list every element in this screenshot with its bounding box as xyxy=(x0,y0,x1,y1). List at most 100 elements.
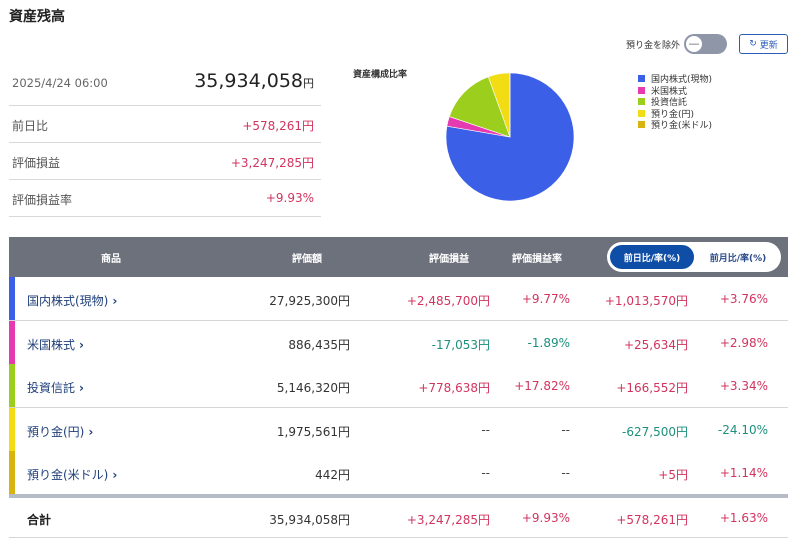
chevron-right-icon: › xyxy=(88,424,94,439)
summary-total-value: 35,934,058円 xyxy=(194,70,314,92)
cell-gain: +778,638円 xyxy=(418,381,490,395)
total-divider xyxy=(9,494,788,498)
cell-change: +166,552円 xyxy=(616,381,688,395)
cell-change: -627,500円 xyxy=(622,424,688,439)
tab-monthly-change[interactable]: 前月比/率(%) xyxy=(709,253,767,264)
cell-valuation: 1,975,561円 xyxy=(276,424,350,439)
chevron-right-icon: › xyxy=(112,468,118,482)
category-color-bar xyxy=(9,320,15,364)
total-gain: +3,247,285円 xyxy=(406,513,490,527)
summary-value: +9.93% xyxy=(265,191,314,205)
cell-gain: -17,053円 xyxy=(431,337,490,352)
total-change-rate: +1.63% xyxy=(719,511,768,525)
summary-row-daily-change: 前日比 +578,261円 xyxy=(9,106,321,143)
change-period-segmented-control: 前日比/率(%) 前月比/率(%) xyxy=(607,242,781,272)
chart-title: 資産構成比率 xyxy=(353,70,408,80)
legend-item: 預り金(米ドル) xyxy=(638,119,712,131)
product-name: 米国株式 xyxy=(27,337,76,352)
legend-label: 預り金(円) xyxy=(651,109,695,120)
cell-change: +1,013,570円 xyxy=(604,294,688,308)
chevron-right-icon: › xyxy=(112,294,118,308)
legend-label: 投資信託 xyxy=(651,98,688,109)
chevron-right-icon: › xyxy=(79,337,84,352)
product-link[interactable]: 預り金(円) › xyxy=(27,423,93,440)
page-title: 資産残高 xyxy=(9,9,65,25)
product-name: 投資信託 xyxy=(27,381,76,395)
legend-item: 米国株式 xyxy=(638,85,712,97)
category-color-bar xyxy=(9,277,15,320)
chart-legend: 国内株式(現物) 米国株式 投資信託 預り金(円) 預り金(米ドル) xyxy=(638,73,712,131)
total-label: 合計 xyxy=(27,513,52,527)
header-product: 商品 xyxy=(101,254,121,265)
cell-gain-rate: -- xyxy=(561,466,570,480)
total-row: 合計 35,934,058円 +3,247,285円 +9.93% +578,2… xyxy=(9,498,788,538)
product-name: 預り金(円) xyxy=(27,424,85,439)
category-color-bar xyxy=(9,364,15,407)
product-name: 国内株式(現物) xyxy=(27,294,109,308)
summary-datetime: 2025/4/24 06:00 xyxy=(12,76,108,90)
summary-panel: 2025/4/24 06:00 35,934,058円 前日比 +578,261… xyxy=(9,63,321,217)
legend-swatch xyxy=(638,121,645,129)
exclude-deposit-label: 預り金を除外 xyxy=(626,41,681,51)
product-link[interactable]: 預り金(米ドル) › xyxy=(27,466,117,483)
cell-gain: -- xyxy=(481,422,490,437)
table-row: 国内株式(現物) › 27,925,300円 +2,485,700円 +9.77% +1,… xyxy=(9,277,788,321)
legend-label: 米国株式 xyxy=(651,86,688,97)
total-unit: 円 xyxy=(303,77,314,90)
cell-gain: +2,485,700円 xyxy=(406,294,490,308)
tab-daily-change[interactable]: 前日比/率(%) xyxy=(610,245,694,269)
product-link[interactable]: 投資信託 › xyxy=(27,379,84,396)
cell-change: +25,634円 xyxy=(623,337,688,352)
cell-valuation: 27,925,300円 xyxy=(269,294,350,308)
total-change: +578,261円 xyxy=(616,513,688,527)
product-link[interactable]: 米国株式 › xyxy=(27,336,84,353)
category-color-bar xyxy=(9,407,15,451)
cell-change-rate: +3.34% xyxy=(719,379,768,393)
product-link[interactable]: 国内株式(現物) › xyxy=(27,292,117,309)
legend-label: 預り金(米ドル) xyxy=(651,121,713,132)
refresh-icon: ↻ xyxy=(749,39,757,49)
header-valuation: 評価額 xyxy=(292,254,322,265)
table-row: 預り金(米ドル) › 442円 -- -- +5円 +1.14% xyxy=(9,451,788,495)
cell-change-rate: -24.10% xyxy=(717,422,768,437)
chevron-right-icon: › xyxy=(79,381,84,395)
summary-label: 評価損益率 xyxy=(12,193,73,207)
legend-swatch xyxy=(638,109,645,117)
category-color-bar xyxy=(9,451,15,494)
product-name: 預り金(米ドル) xyxy=(27,468,109,482)
exclude-deposit-toggle[interactable]: — xyxy=(684,34,727,54)
total-amount: 35,934,058 xyxy=(194,70,303,92)
total-valuation: 35,934,058円 xyxy=(269,513,350,527)
header-gain: 評価損益 xyxy=(429,254,469,265)
legend-item: 投資信託 xyxy=(638,96,712,108)
cell-gain-rate: -1.89% xyxy=(527,335,570,350)
legend-item: 国内株式(現物) xyxy=(638,73,712,85)
table-header: 商品 評価額 評価損益 評価損益率 前日比/率(%) 前月比/率(%) xyxy=(9,237,788,277)
header-gain-rate: 評価損益率 xyxy=(512,254,562,265)
summary-value: +578,261円 xyxy=(242,119,314,133)
legend-item: 預り金(円) xyxy=(638,108,712,120)
legend-label: 国内株式(現物) xyxy=(651,75,713,86)
toggle-knob: — xyxy=(686,36,702,52)
cell-valuation: 5,146,320円 xyxy=(276,381,350,395)
legend-swatch xyxy=(638,75,645,83)
table-row: 米国株式 › 886,435円 -17,053円 -1.89% +25,634円 +2.98… xyxy=(9,320,788,365)
cell-gain-rate: +9.77% xyxy=(521,292,570,306)
summary-row-unrealized-gain: 評価損益 +3,247,285円 xyxy=(9,143,321,180)
cell-change: +5円 xyxy=(658,468,688,482)
legend-swatch xyxy=(638,86,645,94)
summary-label: 前日比 xyxy=(12,119,49,133)
cell-gain-rate: +17.82% xyxy=(514,379,570,393)
legend-swatch xyxy=(638,98,645,106)
cell-valuation: 886,435円 xyxy=(288,337,350,352)
asset-pie-chart xyxy=(445,72,575,202)
total-gain-rate: +9.93% xyxy=(521,511,570,525)
refresh-button[interactable]: ↻ 更新 xyxy=(739,34,788,54)
cell-gain-rate: -- xyxy=(561,422,570,437)
summary-total-row: 2025/4/24 06:00 35,934,058円 xyxy=(9,63,321,106)
summary-label: 評価損益 xyxy=(12,156,61,170)
table-row: 預り金(円) › 1,975,561円 -- -- -627,500円 -24.10% xyxy=(9,407,788,452)
pie-slice xyxy=(448,76,511,138)
summary-value: +3,247,285円 xyxy=(230,156,314,170)
cell-change-rate: +3.76% xyxy=(719,292,768,306)
